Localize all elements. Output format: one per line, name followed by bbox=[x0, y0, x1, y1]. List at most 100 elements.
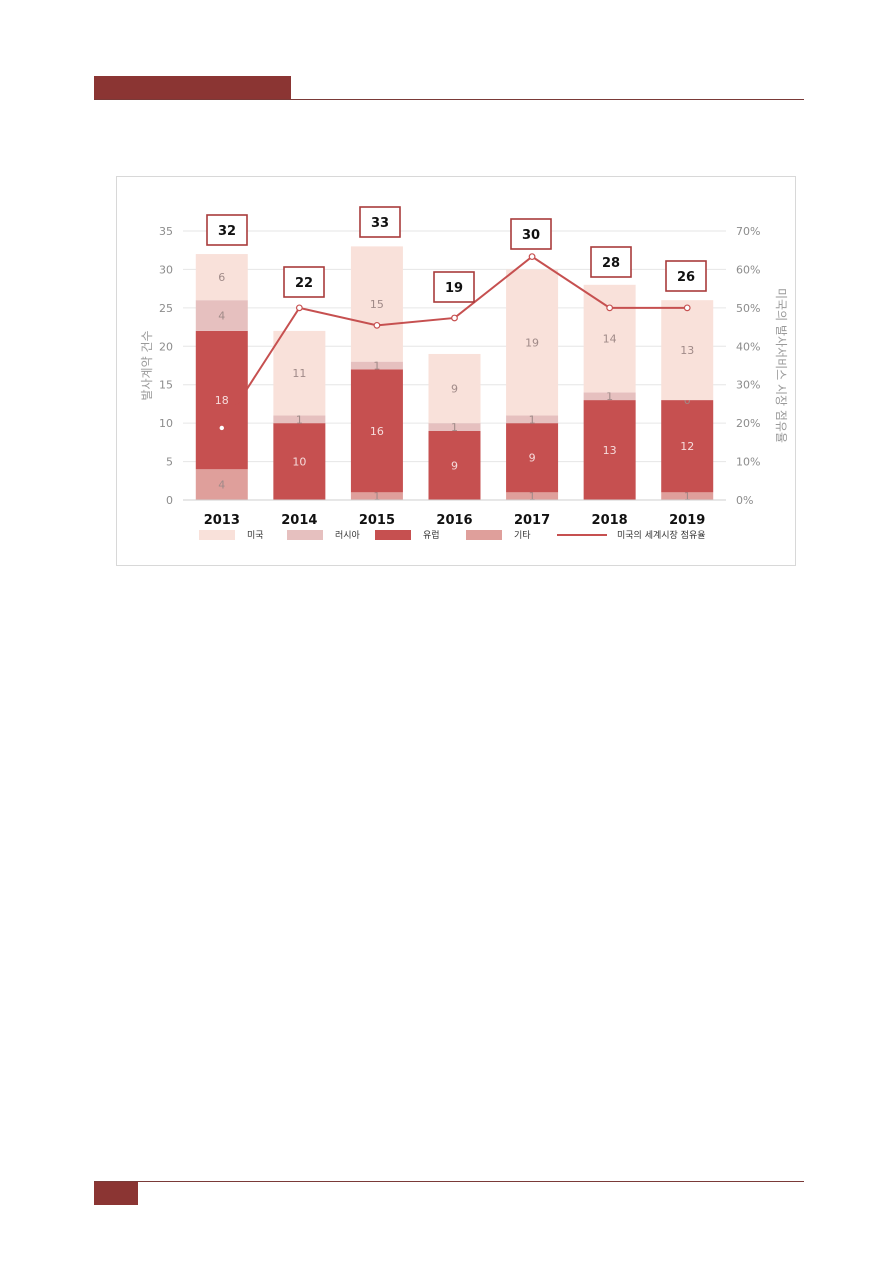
bar-data-label: 15 bbox=[370, 298, 384, 311]
bar-data-label: 11 bbox=[292, 367, 306, 380]
bar-segment bbox=[583, 392, 636, 401]
legend-swatch bbox=[287, 530, 323, 540]
bar-segment bbox=[273, 415, 326, 424]
legend-label: 러시아 bbox=[335, 530, 361, 541]
bar-data-label: 1 bbox=[684, 490, 691, 503]
bar-data-label: 0 bbox=[684, 394, 691, 407]
bar-segment bbox=[350, 369, 403, 493]
bar-segment bbox=[506, 423, 559, 493]
total-label: 28 bbox=[602, 256, 620, 271]
y-tick-label: 25 bbox=[159, 302, 173, 315]
share-point bbox=[218, 424, 226, 432]
bar-data-label: 1 bbox=[296, 413, 303, 426]
bar-segment bbox=[273, 330, 326, 416]
share-point bbox=[451, 314, 458, 322]
bar-segment bbox=[428, 430, 481, 500]
bar-segment bbox=[506, 415, 559, 424]
bar-data-label: 6 bbox=[218, 271, 225, 284]
x-tick-label: 2015 bbox=[359, 513, 395, 528]
share-point bbox=[528, 253, 536, 261]
total-callout-box bbox=[359, 206, 401, 238]
bar-data-label: 1 bbox=[529, 413, 536, 426]
bar-data-label: 4 bbox=[218, 479, 225, 492]
x-tick-label: 2018 bbox=[592, 513, 628, 528]
bar-segment bbox=[428, 423, 481, 431]
y-tick-label: 35 bbox=[159, 225, 173, 238]
y-tick-label: 15 bbox=[159, 379, 173, 392]
bar-data-label: 4 bbox=[218, 310, 225, 323]
x-tick-label: 2014 bbox=[281, 513, 317, 528]
total-label: 22 bbox=[295, 276, 313, 291]
legend-label: 미국의 세계시장 점유율 bbox=[617, 529, 706, 541]
bar-segment bbox=[661, 400, 714, 493]
y2-axis-title: 미국의 발사서비스 시장 점유율 bbox=[774, 288, 788, 443]
footer-accent-band bbox=[94, 1182, 138, 1205]
legend-swatch bbox=[199, 530, 235, 540]
bar-data-label: 1 bbox=[373, 490, 380, 503]
bar-segment bbox=[195, 254, 248, 301]
bar-data-label: 1 bbox=[451, 421, 458, 434]
share-point bbox=[373, 321, 381, 329]
total-label: 33 bbox=[371, 216, 389, 231]
x-tick-label: 2017 bbox=[514, 513, 550, 528]
footer-rule bbox=[94, 1181, 804, 1182]
y-axis-title: 발사계약 건수 bbox=[139, 330, 154, 400]
y-tick-label: 10 bbox=[159, 417, 173, 430]
total-callout-box bbox=[590, 246, 632, 278]
bar-data-label: 13 bbox=[680, 344, 694, 357]
bar-segment bbox=[583, 400, 636, 500]
legend-label: 미국 bbox=[247, 530, 264, 541]
y2-tick-label: 60% bbox=[736, 263, 760, 276]
total-callout-box bbox=[433, 271, 475, 303]
x-tick-label: 2013 bbox=[204, 513, 240, 528]
bar-data-label: 12 bbox=[680, 440, 694, 453]
bar-segment bbox=[661, 300, 714, 401]
bar-segment bbox=[350, 492, 403, 500]
y-tick-label: 30 bbox=[159, 263, 173, 276]
legend-label: 기타 bbox=[514, 530, 531, 541]
bar-data-label: 9 bbox=[529, 452, 536, 465]
total-callout-box bbox=[510, 218, 552, 250]
bar-data-label: 16 bbox=[370, 425, 384, 438]
legend-swatch bbox=[466, 530, 502, 540]
bar-segment bbox=[350, 246, 403, 362]
total-label: 26 bbox=[677, 270, 695, 285]
x-tick-label: 2019 bbox=[669, 513, 705, 528]
bar-segment bbox=[428, 353, 481, 424]
legend-swatch bbox=[375, 530, 411, 540]
bar-data-label: 13 bbox=[603, 444, 617, 457]
header-accent-band bbox=[94, 76, 291, 99]
bar-segment bbox=[273, 423, 326, 500]
chart-frame: 0 5 10 15 20 25 30 35 0% 10% 20% 30% 40% 50% 60% 70% 발사계… bbox=[116, 176, 796, 566]
total-callout-box bbox=[206, 214, 248, 246]
y2-tick-label: 10% bbox=[736, 456, 760, 469]
total-label: 19 bbox=[445, 281, 463, 296]
y-tick-label: 20 bbox=[159, 340, 173, 353]
y-tick-label: 5 bbox=[166, 456, 173, 469]
header-rule bbox=[94, 99, 804, 100]
y-tick-label: 0 bbox=[166, 494, 173, 507]
x-tick-label: 2016 bbox=[436, 513, 472, 528]
bar-data-label: 1 bbox=[529, 490, 536, 503]
share-point bbox=[295, 304, 303, 312]
bar-segment bbox=[195, 300, 248, 331]
launch-contracts-chart: 051015202530350%10%20%30%40%50%60%70%발사계… bbox=[139, 206, 788, 541]
bar-segment bbox=[350, 361, 403, 370]
y2-tick-label: 50% bbox=[736, 302, 760, 315]
bar-data-label: 1 bbox=[606, 390, 613, 403]
bar-data-label: 14 bbox=[603, 333, 617, 346]
total-callout-box bbox=[665, 260, 707, 292]
bar-data-label: 18 bbox=[215, 394, 229, 407]
bar-data-label: 10 bbox=[292, 456, 306, 469]
legend-label: 유럽 bbox=[423, 530, 440, 541]
y2-tick-label: 40% bbox=[736, 340, 760, 353]
bar-segment bbox=[661, 492, 714, 500]
total-callout-box bbox=[283, 266, 325, 298]
share-point bbox=[683, 304, 691, 312]
y2-tick-label: 20% bbox=[736, 417, 760, 430]
bar-segment bbox=[506, 492, 559, 500]
bar-segment bbox=[195, 469, 248, 500]
bar-data-label: 9 bbox=[451, 459, 458, 472]
y2-tick-label: 30% bbox=[736, 379, 760, 392]
bar-data-label: 9 bbox=[451, 383, 458, 396]
